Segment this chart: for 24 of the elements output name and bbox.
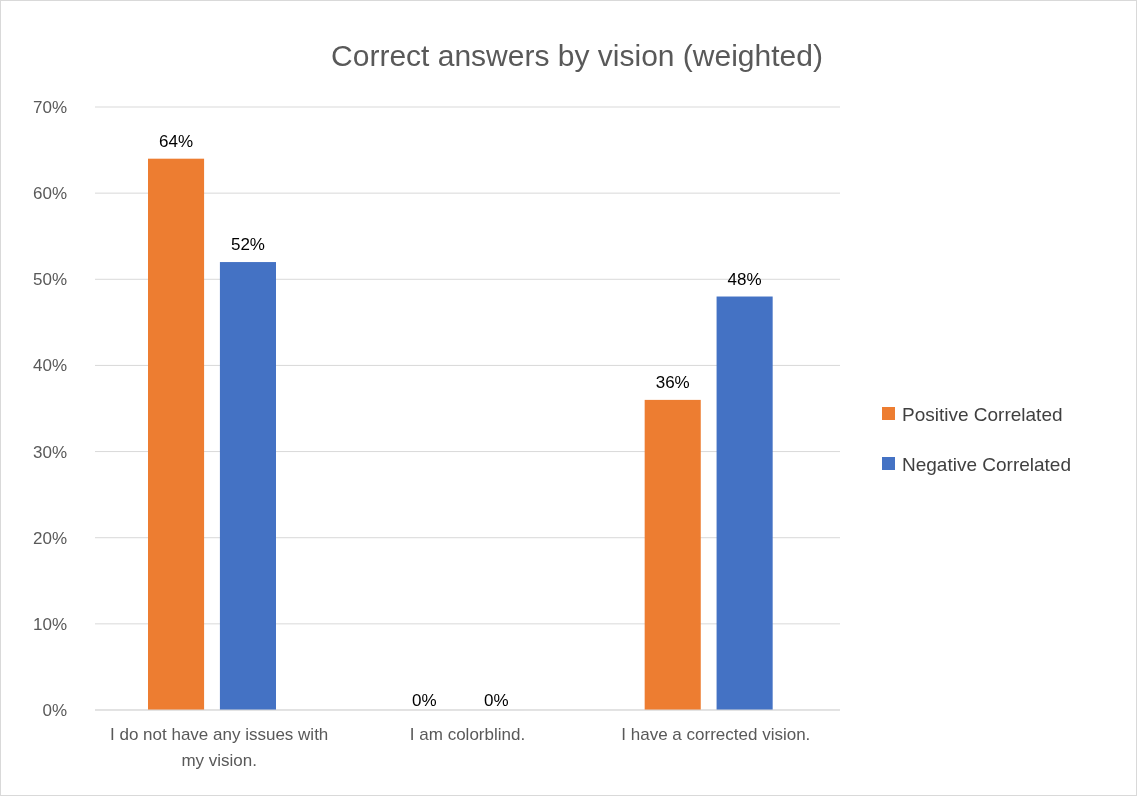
- data-label: 36%: [655, 372, 690, 392]
- y-tick-label: 10%: [32, 614, 67, 634]
- y-tick-label: 40%: [32, 356, 67, 376]
- bar: [219, 262, 276, 710]
- data-label: 64%: [159, 131, 194, 151]
- chart-title: Correct answers by vision (weighted): [331, 39, 823, 72]
- legend-label: Negative Correlated: [902, 453, 1071, 475]
- data-label: 52%: [230, 235, 265, 255]
- data-label: 48%: [727, 269, 762, 289]
- x-tick-label: I have a corrected vision.: [621, 725, 811, 744]
- data-label: 0%: [484, 691, 509, 710]
- y-tick-label: 60%: [32, 184, 67, 204]
- data-label: 0%: [412, 691, 437, 710]
- y-tick-label: 70%: [32, 97, 67, 117]
- bar: [716, 296, 773, 710]
- bar: [148, 158, 205, 710]
- bar: [644, 399, 701, 710]
- x-tick-label: I do not have any issues with my vision.: [110, 725, 329, 770]
- y-tick-label: 0%: [42, 700, 67, 720]
- x-tick-label: I am colorblind.: [409, 725, 526, 744]
- legend-label: Positive Correlated: [902, 403, 1063, 425]
- y-tick-label: 50%: [32, 270, 67, 290]
- y-tick-label: 20%: [32, 528, 67, 548]
- y-tick-label: 30%: [32, 442, 67, 462]
